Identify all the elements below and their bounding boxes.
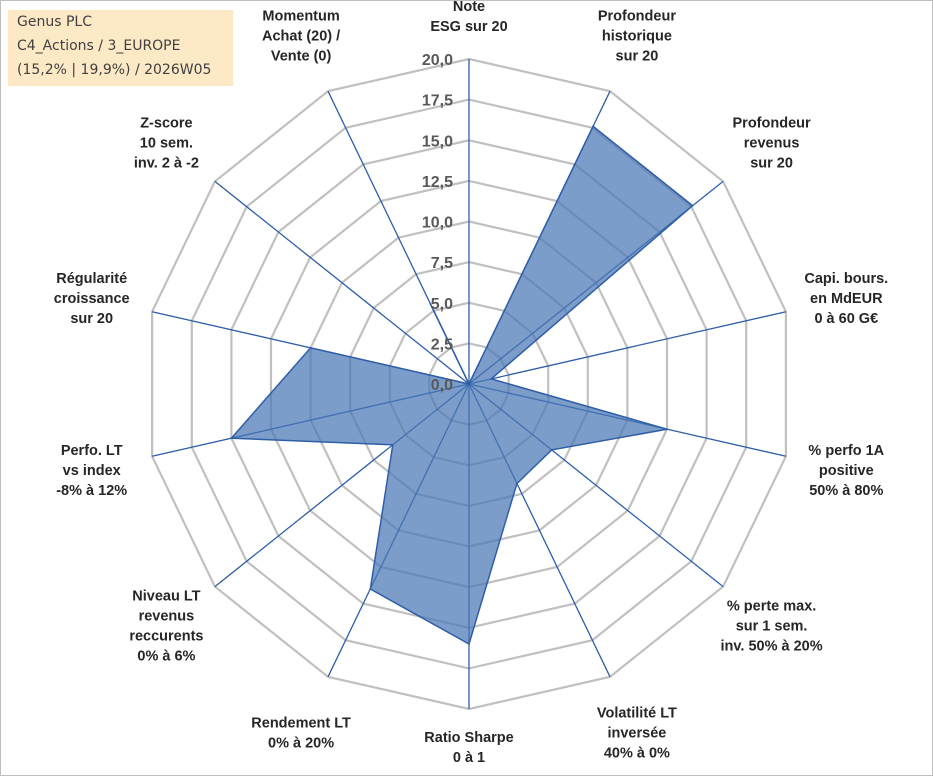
data-point bbox=[550, 449, 553, 451]
axis-label: % perte max. sur 1 sem. inv. 50% à 20% bbox=[721, 598, 823, 654]
axis-label-line: Rendement LT bbox=[251, 716, 351, 732]
data-point bbox=[309, 347, 312, 349]
tick-label: 0,0 bbox=[431, 377, 453, 394]
axis-label-line: 50% à 80% bbox=[809, 483, 883, 499]
axis-label-line: 0 à 1 bbox=[453, 750, 485, 766]
info-box-category: C4_Actions / 3_EUROPE bbox=[17, 38, 181, 54]
axis-label-line: Capi. bours. bbox=[804, 271, 888, 287]
axis-label: Rendement LT 0% à 20% bbox=[251, 716, 351, 752]
data-point bbox=[516, 482, 518, 485]
axis-label-line: Achat (20) / bbox=[262, 28, 340, 44]
axis-label-line: Perfo. LT bbox=[61, 443, 123, 459]
axis-label-line: sur 20 bbox=[750, 156, 793, 172]
tick-layer: 0,0 2,5 5,0 7,5 10,0 12,5 15,0 17,5 20,0 bbox=[422, 52, 453, 394]
axis-label: % perfo 1A positive 50% à 80% bbox=[808, 443, 884, 499]
tick-label: 20,0 bbox=[422, 52, 453, 69]
axis-label-line: Profondeur bbox=[733, 116, 811, 132]
axis-label: Niveau LT revenus reccurents 0% à 6% bbox=[129, 588, 203, 664]
axis-label-line: 0% à 20% bbox=[268, 736, 334, 752]
axis-label-line: sur 20 bbox=[70, 311, 113, 327]
info-box: Genus PLC C4_Actions / 3_EUROPE (15,2% |… bbox=[8, 10, 233, 86]
axis-label-line: positive bbox=[819, 463, 874, 479]
axis-label-line: 0 à 60 G€ bbox=[814, 311, 878, 327]
axis-spoke bbox=[468, 311, 787, 385]
data-point bbox=[666, 428, 668, 431]
data-point bbox=[369, 588, 372, 590]
axis-label-line: revenus bbox=[139, 608, 195, 624]
axis-label-line: sur 1 sem. bbox=[736, 618, 808, 634]
axis-label: Note ESG sur 20 bbox=[430, 0, 507, 35]
info-box-company: Genus PLC bbox=[17, 14, 92, 30]
axis-label-line: Profondeur bbox=[598, 8, 676, 24]
data-series-area bbox=[229, 125, 694, 646]
data-point bbox=[691, 204, 694, 207]
axis-spoke bbox=[214, 180, 470, 385]
axis-label-line: en MdEUR bbox=[810, 291, 883, 307]
axis-label: Momentum Achat (20) / Vente (0) bbox=[262, 8, 340, 64]
axis-label-line: Vente (0) bbox=[271, 48, 332, 64]
axis-label-line: 10 sem. bbox=[140, 136, 193, 152]
data-point bbox=[490, 378, 493, 380]
info-box-stats: (15,2% | 19,9%) / 2026W05 bbox=[17, 62, 212, 78]
axis-label-line: revenus bbox=[744, 136, 800, 152]
axis-label: Z-score 10 sem. inv. 2 à -2 bbox=[134, 116, 199, 172]
axis-label: Profondeur revenus sur 20 bbox=[733, 116, 811, 172]
axis-label-line: reccurents bbox=[129, 628, 203, 644]
axis-label-line: 40% à 0% bbox=[604, 746, 670, 762]
axis-label-line: Momentum bbox=[262, 8, 339, 24]
axis-label: Ratio Sharpe 0 à 1 bbox=[424, 730, 513, 766]
axis-label-line: % perfo 1A bbox=[808, 443, 884, 459]
tick-label: 12,5 bbox=[422, 174, 453, 191]
axis-label-line: % perte max. bbox=[727, 598, 816, 614]
axis-label-line: Ratio Sharpe bbox=[424, 730, 513, 746]
axis-label-line: 0% à 6% bbox=[137, 648, 195, 664]
axis-label-line: inv. 50% à 20% bbox=[721, 638, 823, 654]
data-point bbox=[230, 437, 233, 440]
axis-label: Volatilité LT inversée 40% à 0% bbox=[597, 706, 677, 762]
data-point bbox=[592, 125, 594, 128]
axis-label-line: croissance bbox=[54, 291, 130, 307]
tick-label: 15,0 bbox=[422, 133, 453, 150]
tick-label: 5,0 bbox=[431, 296, 453, 313]
axis-label-line: Régularité bbox=[56, 271, 127, 287]
axis-label-line: Niveau LT bbox=[132, 588, 200, 604]
axis-label: Régularité croissance sur 20 bbox=[54, 271, 130, 327]
label-layer: Note ESG sur 20 Profondeur historique sur 20… bbox=[54, 0, 888, 766]
axis-label-line: inversée bbox=[607, 726, 666, 742]
axis-label-line: vs index bbox=[63, 463, 121, 479]
tick-label: 10,0 bbox=[422, 215, 453, 232]
axis-label-line: historique bbox=[602, 28, 672, 44]
data-point bbox=[392, 444, 394, 446]
axis-label-line: Note bbox=[453, 0, 485, 15]
axis-label-line: Z-score bbox=[140, 116, 192, 132]
data-point bbox=[429, 302, 432, 305]
data-layer bbox=[229, 125, 694, 646]
axis-label-line: -8% à 12% bbox=[56, 483, 127, 499]
axis-label: Profondeur historique sur 20 bbox=[598, 8, 676, 64]
axis-label-line: Volatilité LT bbox=[597, 706, 677, 722]
axis-label: Capi. bours. en MdEUR 0 à 60 G€ bbox=[804, 271, 888, 327]
data-point bbox=[468, 383, 470, 385]
axis-label: Perfo. LT vs index -8% à 12% bbox=[56, 443, 127, 499]
axis-label-line: ESG sur 20 bbox=[430, 19, 507, 35]
tick-label: 17,5 bbox=[422, 93, 453, 110]
tick-label: 2,5 bbox=[431, 336, 453, 353]
axis-label-line: inv. 2 à -2 bbox=[134, 156, 199, 172]
tick-label: 7,5 bbox=[431, 255, 453, 272]
axis-label-line: sur 20 bbox=[616, 48, 659, 64]
data-point bbox=[468, 643, 470, 645]
